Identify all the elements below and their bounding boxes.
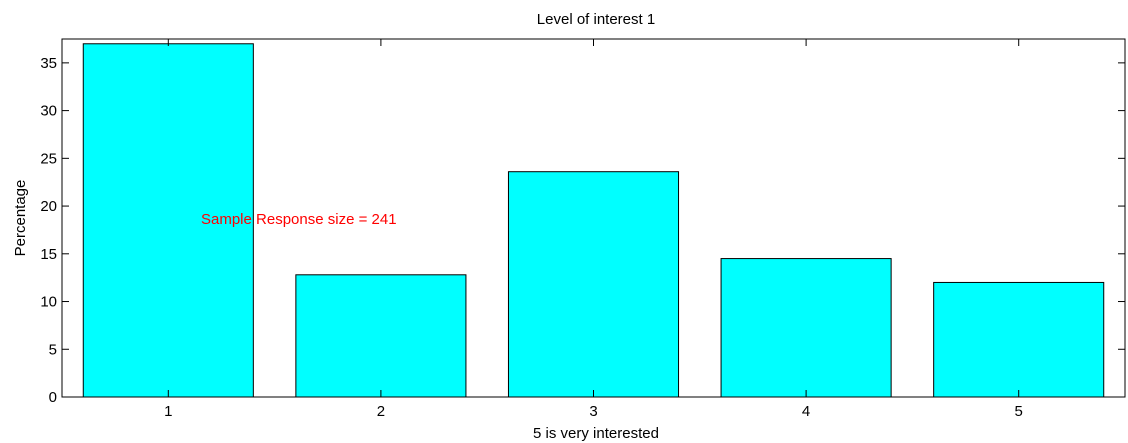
x-tick-label: 2: [377, 403, 385, 420]
x-tick-label: 5: [1015, 403, 1023, 420]
bar-1: [82, 43, 254, 398]
y-tick-label: 35: [40, 55, 57, 72]
bar-3: [507, 171, 680, 398]
y-tick-label: 25: [40, 150, 57, 167]
x-tick-label: 1: [164, 403, 172, 420]
y-tick-label: 0: [49, 389, 57, 406]
y-tick-label: 5: [49, 341, 57, 358]
chart-title: Level of interest 1: [537, 11, 655, 28]
x-tick-label: 3: [589, 403, 597, 420]
y-tick-label: 30: [40, 103, 57, 120]
y-tick-label: 10: [40, 294, 57, 311]
sample-size-annotation: Sample Response size = 241: [201, 211, 397, 228]
bar-4: [720, 258, 892, 398]
y-axis-label: Percentage: [12, 180, 29, 257]
bar-5: [933, 281, 1105, 398]
bar-2: [295, 274, 467, 398]
y-tick-label: 20: [40, 198, 57, 215]
y-tick-label: 15: [40, 246, 57, 263]
x-tick-label: 4: [802, 403, 810, 420]
x-axis-label: 5 is very interested: [533, 425, 659, 442]
